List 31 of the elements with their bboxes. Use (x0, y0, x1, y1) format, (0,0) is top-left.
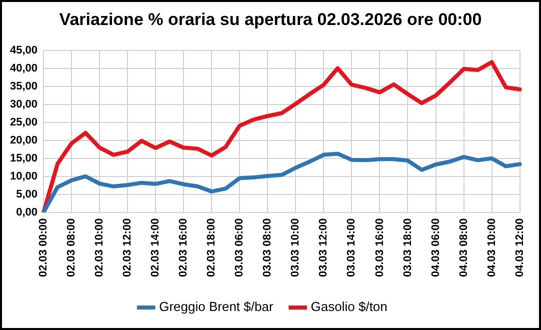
x-tick-label: 03.03 12:00 (318, 218, 330, 277)
y-tick-label: 25,00 (10, 116, 38, 128)
y-tick-label: 10,00 (10, 170, 38, 182)
y-tick-label: 5,00 (16, 188, 38, 200)
x-tick-label: 02.03 16:00 (178, 218, 190, 277)
y-tick-label: 35,00 (10, 80, 38, 93)
x-tick-label: 04.03 08:00 (458, 218, 470, 277)
x-tick-label: 02.03 12:00 (122, 218, 134, 277)
legend-label: Greggio Brent $/bar (159, 299, 274, 314)
x-tick-label: 02.03 10:00 (94, 218, 106, 277)
y-tick-label: 0,00 (16, 206, 38, 218)
x-tick-label: 03.03 14:00 (346, 218, 358, 277)
x-tick-label: 04.03 10:00 (486, 218, 498, 277)
x-tick-label: 04.03 06:00 (430, 218, 442, 277)
x-tick-label: 03.03 18:00 (402, 218, 414, 277)
x-tick-label: 03.03 10:00 (290, 218, 302, 277)
x-tick-label: 02.03 14:00 (150, 218, 162, 277)
y-tick-label: 15,00 (10, 152, 38, 164)
y-tick-label: 45,00 (10, 44, 38, 57)
y-tick-label: 20,00 (10, 134, 38, 146)
x-tick-label: 03.03 08:00 (262, 218, 274, 277)
y-tick-label: 30,00 (10, 98, 38, 111)
x-tick-label: 03.03 06:00 (234, 218, 246, 277)
x-tick-label: 02.03 18:00 (206, 218, 218, 277)
chart-title: Variazione % oraria su apertura 02.03.2026 ore 00:00 (58, 10, 483, 30)
y-tick-label: 40,00 (10, 62, 38, 75)
x-tick-label: 03.03 16:00 (374, 218, 386, 277)
x-tick-label: 02.03 00:00 (38, 218, 50, 277)
x-tick-label: 02.03 08:00 (66, 218, 78, 277)
x-tick-label: 04.03 12:00 (514, 218, 526, 277)
legend-label: Gasolio $/ton (310, 299, 388, 314)
